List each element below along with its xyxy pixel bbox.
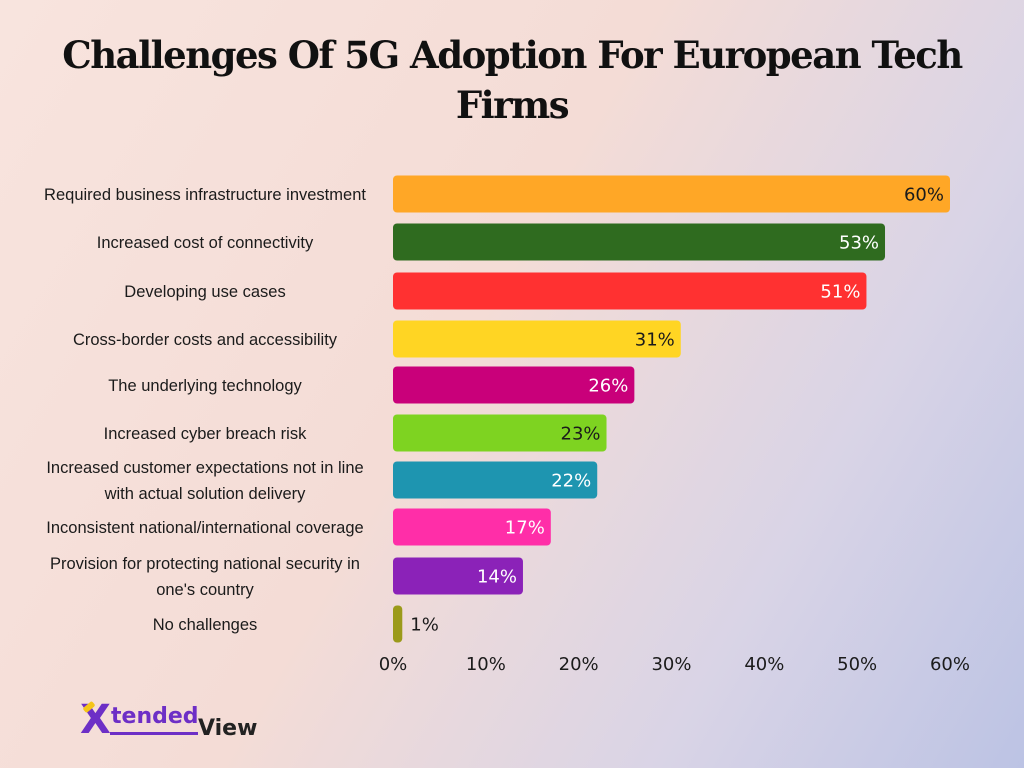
chart-title: Challenges Of 5G Adoption For European T…	[62, 33, 963, 127]
bar-10	[393, 605, 403, 643]
bar-1	[393, 175, 950, 213]
x-tick-label-7: 60%	[930, 654, 970, 675]
category-label-10: No challenges	[153, 616, 258, 634]
value-label-6: 23%	[561, 424, 601, 445]
logo-x-mark: X	[80, 697, 111, 743]
bar-3	[393, 272, 867, 310]
value-label-8: 17%	[505, 518, 545, 539]
bar-4	[393, 320, 681, 358]
xtendedview-logo: X tended View	[80, 700, 280, 744]
category-label-1: Required business infrastructure investm…	[44, 186, 366, 204]
bar-5	[393, 366, 635, 404]
bar-9	[393, 557, 523, 595]
value-label-3: 51%	[820, 282, 860, 303]
value-label-4: 31%	[635, 330, 675, 351]
logo-underline	[110, 732, 198, 735]
category-label-4: Cross-border costs and accessibility	[73, 331, 338, 349]
bar-2	[393, 223, 886, 261]
category-label-7: Increased customer expectations not in l…	[46, 459, 363, 503]
bar-6	[393, 414, 607, 452]
x-tick-label-5: 40%	[744, 654, 784, 675]
bar-8	[393, 508, 551, 546]
logo-text-view: View	[198, 716, 258, 741]
x-tick-label-3: 20%	[559, 654, 599, 675]
value-label-1: 60%	[904, 185, 944, 206]
bar-7	[393, 461, 598, 499]
x-tick-label-1: 0%	[379, 654, 408, 675]
value-label-9: 14%	[477, 567, 517, 588]
value-label-5: 26%	[588, 376, 628, 397]
category-label-2: Increased cost of connectivity	[97, 234, 314, 252]
x-tick-label-6: 50%	[837, 654, 877, 675]
category-label-3: Developing use cases	[124, 283, 285, 301]
category-label-6: Increased cyber breach risk	[104, 425, 307, 443]
x-tick-label-4: 30%	[651, 654, 691, 675]
value-label-2: 53%	[839, 233, 879, 254]
value-label-10: 1%	[410, 615, 439, 636]
category-label-8: Inconsistent national/international cove…	[46, 519, 363, 537]
x-tick-label-2: 10%	[466, 654, 506, 675]
category-label-5: The underlying technology	[108, 377, 302, 395]
value-label-7: 22%	[551, 471, 591, 492]
logo-text-tended: tended	[111, 704, 199, 729]
category-label-9: Provision for protecting national securi…	[50, 555, 360, 599]
